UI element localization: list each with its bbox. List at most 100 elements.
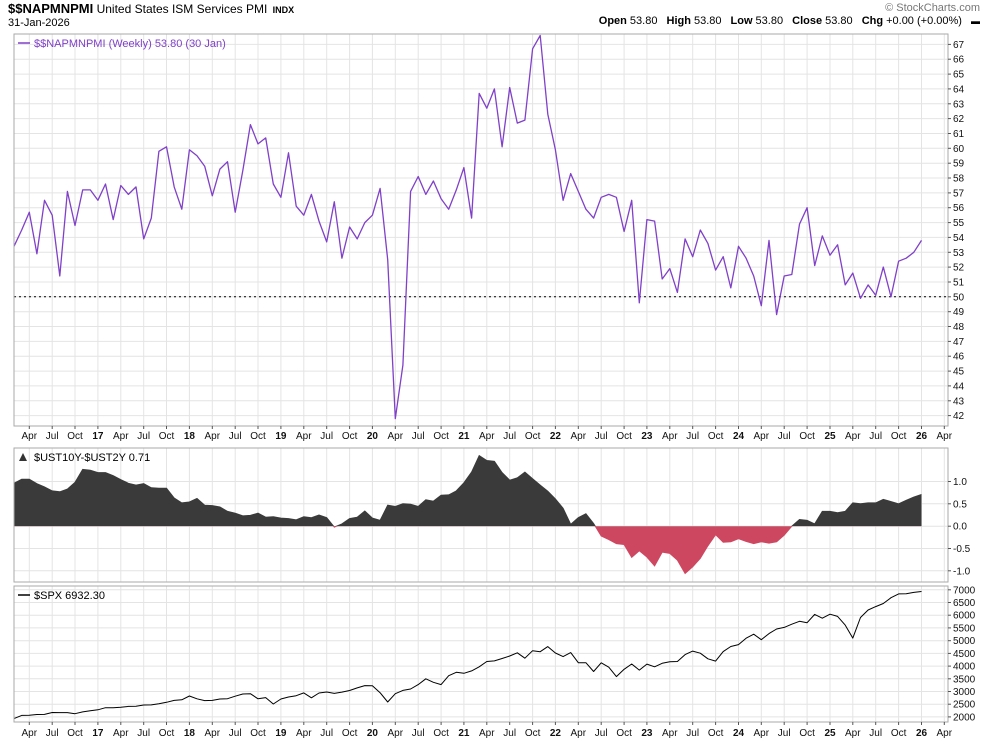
chart-date: 31-Jan-2026	[8, 17, 70, 29]
svg-text:Apr: Apr	[571, 728, 587, 739]
header-left: $$NAPMNPMI United States ISM Services PM…	[8, 2, 294, 30]
svg-text:63: 63	[953, 99, 965, 110]
low-value: 53.80	[755, 15, 784, 27]
svg-text:52: 52	[953, 263, 965, 274]
svg-text:Jul: Jul	[686, 728, 699, 739]
svg-text:Apr: Apr	[479, 431, 495, 442]
symbol: $$NAPMNPMI	[8, 1, 94, 16]
svg-text:Apr: Apr	[113, 728, 129, 739]
svg-text:-0.5: -0.5	[953, 544, 971, 555]
svg-text:17: 17	[92, 431, 104, 442]
svg-text:20: 20	[367, 431, 379, 442]
svg-text:67: 67	[953, 40, 965, 51]
svg-text:49: 49	[953, 307, 965, 318]
chg-value: +0.00 (+0.00%)	[886, 15, 962, 27]
yield-spread-panel: -1.0 -0.5 0.0 0.5 1.0 $UST10Y-$UST2Y 0.71	[13, 447, 971, 583]
svg-text:66: 66	[953, 55, 965, 66]
x-axis-labels: Apr Jul Oct 17 Apr Jul Oct 18 Apr Jul Oct 19 Apr Jul O…	[22, 426, 953, 442]
svg-text:6000: 6000	[953, 611, 976, 622]
svg-text:Jul: Jul	[595, 728, 608, 739]
area-marker-icon	[19, 453, 27, 461]
svg-text:Apr: Apr	[937, 728, 953, 739]
svg-text:18: 18	[184, 431, 196, 442]
close-value: 53.80	[825, 15, 853, 27]
svg-text:42: 42	[953, 411, 965, 422]
svg-text:46: 46	[953, 352, 965, 363]
svg-text:51: 51	[953, 278, 965, 289]
pmi-legend: $$NAPMNPMI (Weekly) 53.80 (30 Jan)	[18, 38, 226, 50]
svg-text:20: 20	[367, 728, 379, 739]
svg-text:Jul: Jul	[412, 431, 425, 442]
svg-text:Oct: Oct	[799, 431, 815, 442]
spread-area-negative	[14, 526, 922, 574]
svg-text:60: 60	[953, 144, 965, 155]
svg-text:Jul: Jul	[46, 431, 59, 442]
svg-text:Apr: Apr	[571, 431, 587, 442]
svg-text:Apr: Apr	[479, 728, 495, 739]
svg-text:Jul: Jul	[137, 431, 150, 442]
svg-text:Jul: Jul	[778, 431, 791, 442]
spread-line-negative	[332, 526, 793, 575]
svg-text:Jul: Jul	[503, 728, 516, 739]
svg-text:25: 25	[824, 431, 836, 442]
svg-text:Oct: Oct	[433, 431, 449, 442]
svg-text:Apr: Apr	[937, 431, 953, 442]
svg-text:61: 61	[953, 129, 965, 140]
svg-text:Oct: Oct	[433, 728, 449, 739]
svg-text:48: 48	[953, 322, 965, 333]
chg-label: Chg	[861, 15, 884, 27]
svg-text:Apr: Apr	[388, 728, 404, 739]
copyright: © StockCharts.com	[885, 2, 980, 14]
svg-text:Oct: Oct	[708, 728, 724, 739]
spread-line-positive	[14, 454, 922, 527]
svg-text:Oct: Oct	[891, 431, 907, 442]
svg-text:Jul: Jul	[778, 728, 791, 739]
svg-text:Apr: Apr	[662, 728, 678, 739]
header-right: © StockCharts.com Open 53.80 High 53.80 Lo…	[599, 2, 980, 28]
svg-text:45: 45	[953, 367, 965, 378]
svg-text:Apr: Apr	[296, 728, 312, 739]
svg-text:Jul: Jul	[229, 431, 242, 442]
svg-text:21: 21	[458, 728, 470, 739]
legend-dash-icon: ▬	[971, 16, 980, 26]
svg-text:64: 64	[953, 84, 965, 95]
svg-text:Apr: Apr	[22, 431, 38, 442]
svg-text:1.0: 1.0	[953, 477, 967, 488]
svg-text:5500: 5500	[953, 623, 976, 634]
svg-text:24: 24	[733, 728, 745, 739]
svg-text:62: 62	[953, 114, 965, 125]
high-label: High	[666, 15, 691, 27]
svg-text:Oct: Oct	[67, 728, 83, 739]
svg-text:Jul: Jul	[686, 431, 699, 442]
chart-header: $$NAPMNPMI United States ISM Services PM…	[0, 0, 990, 30]
spread-legend: $UST10Y-$UST2Y 0.71	[19, 452, 150, 464]
svg-text:44: 44	[953, 381, 965, 392]
svg-text:Oct: Oct	[250, 431, 266, 442]
svg-text:56: 56	[953, 203, 965, 214]
svg-text:26: 26	[916, 728, 928, 739]
open-label: Open	[598, 15, 627, 27]
plot-border	[13, 585, 949, 723]
svg-text:Jul: Jul	[412, 728, 425, 739]
exchange-label: INDX	[272, 5, 295, 15]
svg-text:7000: 7000	[953, 585, 976, 596]
svg-text:Apr: Apr	[754, 431, 770, 442]
svg-text:18: 18	[184, 728, 196, 739]
svg-text:Jul: Jul	[503, 431, 516, 442]
svg-text:4000: 4000	[953, 662, 976, 673]
svg-text:24: 24	[733, 431, 745, 442]
svg-text:57: 57	[953, 188, 965, 199]
open-value: 53.80	[629, 15, 658, 27]
pmi-line	[13, 34, 923, 420]
svg-text:17: 17	[92, 728, 104, 739]
gridlines	[14, 34, 948, 426]
legend-text: $UST10Y-$UST2Y 0.71	[34, 452, 150, 464]
title-line: $$NAPMNPMI United States ISM Services PM…	[8, 2, 294, 17]
symbol-description: United States ISM Services PMI	[96, 2, 268, 16]
quote-line: Open 53.80 High 53.80 Low 53.80 Close 53.80 …	[599, 15, 980, 28]
svg-text:Oct: Oct	[342, 728, 358, 739]
svg-text:Apr: Apr	[205, 431, 221, 442]
svg-text:54: 54	[953, 233, 965, 244]
x-axis-labels: Apr Jul Oct 17 Apr Jul Oct 18 Apr Jul Oct 19 Apr Jul O…	[22, 722, 953, 739]
svg-text:-1.0: -1.0	[953, 566, 971, 577]
